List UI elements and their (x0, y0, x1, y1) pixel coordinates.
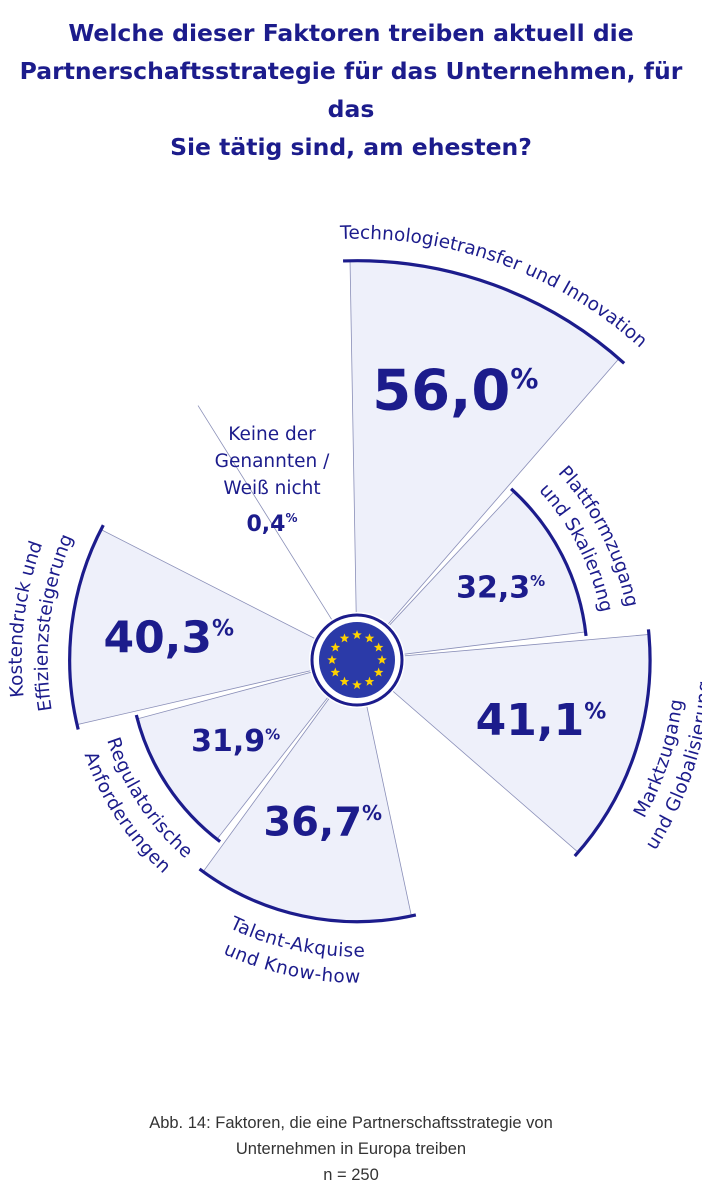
eu-star-icon (377, 655, 387, 665)
eu-star-icon (339, 633, 350, 643)
eu-star-icon (327, 655, 337, 665)
percent-sign: % (285, 511, 297, 525)
outer-arc-technologietransfer-und-innovation (343, 259, 626, 365)
category-label-keine-der-genannten-weiss-nicht-line-1: Keine der (228, 424, 316, 445)
percent-sign: % (510, 362, 538, 395)
eu-flag-icon (319, 622, 395, 698)
outer-arc-regulatorische-anforderungen (134, 714, 222, 843)
eu-star-icon (339, 676, 350, 686)
percent-sign: % (530, 572, 545, 590)
eu-star-icon (373, 642, 384, 652)
eu-star-icon (330, 642, 341, 652)
center-ring (310, 613, 404, 707)
outer-arc-marktzugang-und-globalisierung (573, 629, 652, 858)
value-label-keine-der-genannten-weiss-nicht: 0,4% (246, 511, 297, 537)
wedge-keine-der-genannten-weiss-nicht (197, 405, 332, 620)
outer-arc-talent-akquise-und-know-how (198, 867, 417, 924)
outer-arc-plattformzugang-und-skalierung (510, 487, 588, 637)
caption-line-2: Unternehmen in Europa treiben (235, 1140, 467, 1158)
sample-size: n = 250 (323, 1166, 379, 1184)
title-line-3: Sie tätig sind, am ehesten? (170, 133, 532, 161)
eu-star-icon (330, 667, 341, 677)
percent-sign: % (362, 801, 382, 825)
eu-star-icon (373, 667, 384, 677)
chart-title: Welche dieser Faktoren treiben aktuell d… (0, 14, 702, 166)
eu-star-icon (352, 680, 362, 690)
title-line-1: Welche dieser Faktoren treiben aktuell d… (68, 19, 634, 47)
eu-star-icon (352, 630, 362, 640)
eu-star-icon (364, 676, 375, 686)
percent-sign: % (584, 699, 606, 724)
percent-sign: % (212, 617, 234, 642)
category-label-keine-der-genannten-weiss-nicht-line-3: Weiß nicht (223, 478, 320, 499)
caption-line-1: Abb. 14: Faktoren, die eine Partnerschaf… (149, 1114, 553, 1132)
outer-arc-kostendruck-und-effizienzsteigerung (68, 524, 105, 730)
title-line-2: Partnerschaftsstrategie für das Unterneh… (19, 57, 683, 123)
eu-star-icon (364, 633, 375, 643)
figure-caption: Abb. 14: Faktoren, die eine Partnerschaf… (0, 1110, 702, 1188)
category-label-keine-der-genannten-weiss-nicht-line-2: Genannten / (215, 451, 330, 472)
percent-sign: % (265, 725, 280, 743)
